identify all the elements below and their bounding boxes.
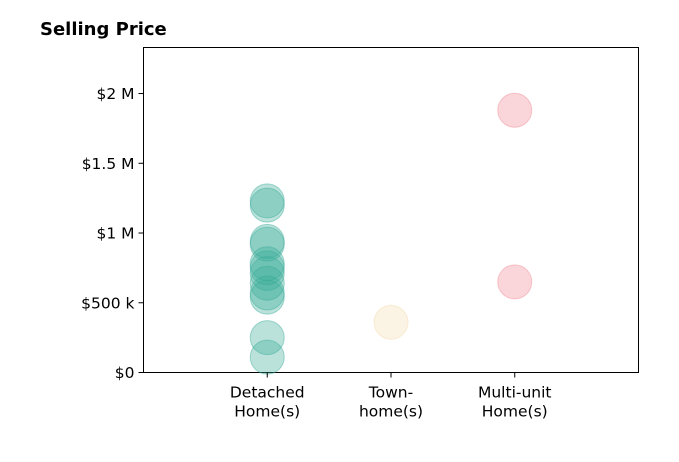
y-tick-label: $1 M bbox=[96, 225, 134, 243]
y-tick-label: $2 M bbox=[96, 85, 134, 103]
x-tick-label: Detached bbox=[230, 384, 305, 402]
data-point bbox=[249, 255, 285, 291]
y-axis: $0 $500 k $1 M $1.5 M $2 M bbox=[81, 85, 144, 382]
data-point bbox=[249, 265, 285, 301]
y-tick-label: $1.5 M bbox=[82, 155, 135, 173]
data-point bbox=[373, 304, 409, 340]
data-point bbox=[249, 246, 285, 282]
data-point bbox=[249, 183, 285, 219]
data-point bbox=[249, 320, 285, 356]
y-tick-label: $500 k bbox=[81, 294, 134, 312]
data-point bbox=[249, 226, 285, 262]
data-point bbox=[249, 279, 285, 315]
data-point bbox=[249, 187, 285, 223]
data-point bbox=[497, 92, 533, 128]
x-tick-label: Home(s) bbox=[482, 403, 548, 421]
x-tick-label: Town- bbox=[368, 384, 413, 402]
data-point bbox=[497, 264, 533, 300]
y-tick-label: $0 bbox=[115, 364, 135, 382]
chart-title: Selling Price bbox=[40, 19, 167, 40]
data-point bbox=[249, 250, 285, 286]
x-axis: DetachedHome(s)Town-home(s)Multi-unitHom… bbox=[230, 372, 552, 421]
x-tick-label: home(s) bbox=[359, 403, 423, 421]
points-layer bbox=[249, 92, 533, 375]
data-point bbox=[249, 275, 285, 311]
data-point bbox=[249, 223, 285, 259]
x-tick-label: Home(s) bbox=[234, 403, 300, 421]
x-tick-label: Multi-unit bbox=[478, 384, 552, 402]
